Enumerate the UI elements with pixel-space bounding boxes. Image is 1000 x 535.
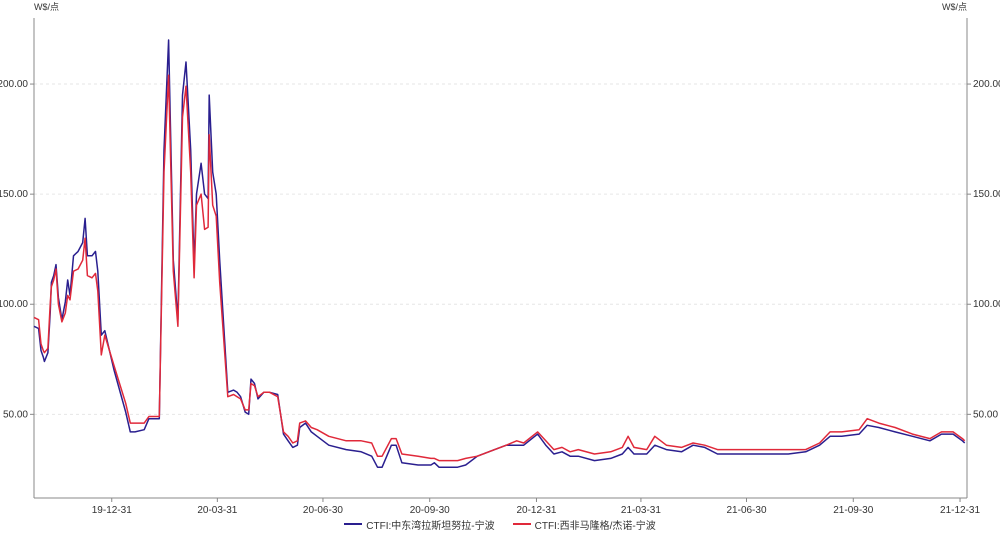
x-tick-label: 20-06-30 [303, 505, 343, 516]
gridlines [34, 83, 967, 415]
y-tick-label-right: 100.00 [973, 299, 1000, 310]
y-ticks: 50.00 50.00 100.00 100.00 150.00 150.00 200.00… [0, 79, 1000, 420]
y-tick-label-right: 200.00 [973, 79, 1000, 90]
y-tick-label-left: 200.00 [0, 79, 28, 90]
y-tick-label-left: 100.00 [0, 299, 28, 310]
x-tick-label: 19-12-31 [92, 505, 132, 516]
series-lines [33, 39, 966, 468]
series-line-2 [33, 74, 966, 462]
legend-swatch-series-2 [512, 523, 531, 525]
y-tick-label-right: 50.00 [973, 409, 998, 420]
legend: CTFI:中东湾拉斯坦努拉-宁波 CTFI:西非马隆格/杰诺-宁波 [0, 515, 1000, 533]
y-tick-label-left: 50.00 [3, 409, 28, 420]
x-tick-label: 21-12-31 [940, 505, 980, 516]
x-tick-label: 20-09-30 [410, 505, 450, 516]
legend-label-series-1: CTFI:中东湾拉斯坦努拉-宁波 [366, 520, 495, 532]
x-tick-label: 21-09-30 [833, 505, 873, 516]
legend-item-series-1[interactable]: CTFI:中东湾拉斯坦努拉-宁波 [344, 517, 495, 532]
right-y-unit-label: W$/点 [942, 2, 967, 12]
y-tick-label-left: 150.00 [0, 189, 28, 200]
x-ticks: 19-12-31 20-03-31 20-06-30 20-09-30 20-12-31… [92, 498, 980, 516]
x-tick-label: 21-03-31 [621, 505, 661, 516]
x-tick-label: 20-12-31 [516, 505, 556, 516]
left-y-unit-label: W$/点 [34, 2, 59, 12]
legend-label-series-2: CTFI:西非马隆格/杰诺-宁波 [534, 520, 656, 532]
x-tick-label: 20-03-31 [197, 505, 237, 516]
x-tick-label: 21-06-30 [726, 505, 766, 516]
series-line-1 [33, 39, 966, 468]
legend-swatch-series-1 [344, 523, 363, 525]
legend-item-series-2[interactable]: CTFI:西非马隆格/杰诺-宁波 [512, 517, 656, 532]
y-tick-label-right: 150.00 [973, 189, 1000, 200]
